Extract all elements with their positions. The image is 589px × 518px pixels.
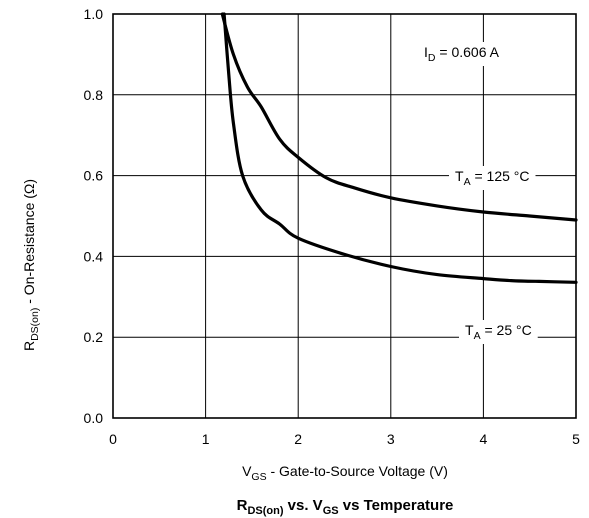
series-label-25c-background — [459, 320, 538, 344]
series-label-25c-text: TA = 25 °C — [465, 322, 532, 342]
annotation-sub: D — [428, 52, 436, 64]
x-axis-title-post: - Gate-to-Source Voltage (V) — [267, 463, 448, 479]
x-tick-label: 2 — [294, 431, 302, 447]
series-lines — [220, 12, 578, 284]
x-axis-title-pre: V — [242, 463, 252, 479]
series-label-25c-post: = 25 °C — [481, 322, 532, 338]
series-label-125c-pre: T — [455, 168, 464, 184]
series-label-25c-sub: A — [474, 330, 481, 342]
grid — [112, 13, 577, 419]
chart-title-sub1: DS(on) — [247, 505, 283, 517]
y-tick-label: 0.6 — [84, 168, 104, 184]
y-tick-label: 0.2 — [84, 329, 104, 345]
series-label-25c: TA = 25 °C — [459, 320, 538, 344]
series-line-25c — [222, 12, 578, 284]
y-axis-title-pre: R — [21, 341, 37, 351]
current-annotation: ID = 0.606 A — [420, 42, 504, 66]
y-tick-label: 0.0 — [84, 410, 104, 426]
chart-title-post: vs Temperature — [339, 497, 454, 514]
x-tick-labels: 0 1 2 3 4 5 — [109, 431, 580, 447]
y-tick-label: 0.8 — [84, 87, 104, 103]
y-tick-label: 0.4 — [84, 248, 104, 264]
series-label-125c-text: TA = 125 °C — [455, 168, 530, 188]
chart-title: RDS(on) vs. VGS vs Temperature — [237, 497, 454, 517]
annotation-pre: I — [424, 44, 428, 60]
x-tick-label: 5 — [572, 431, 580, 447]
y-axis-title-sub: DS(on) — [29, 308, 41, 341]
x-tick-label: 0 — [109, 431, 117, 447]
chart-title-pre: R — [237, 497, 248, 514]
annotation-post: = 0.606 A — [435, 44, 499, 60]
x-tick-label: 4 — [480, 431, 488, 447]
series-label-125c-sub: A — [464, 176, 471, 188]
series-label-125c-background — [449, 166, 536, 190]
y-tick-labels: 0.0 0.2 0.4 0.6 0.8 1.0 — [84, 6, 104, 426]
plot-frame — [112, 13, 577, 419]
x-tick-label: 1 — [202, 431, 210, 447]
series-label-125c-post: = 125 °C — [471, 168, 530, 184]
series-label-125c: TA = 125 °C — [449, 166, 536, 190]
series-label-25c-pre: T — [465, 322, 474, 338]
chart-title-mid: vs. V — [284, 497, 323, 514]
chart-title-sub2: GS — [323, 505, 339, 517]
x-axis-title-sub: GS — [251, 471, 266, 483]
x-axis-title: VGS - Gate-to-Source Voltage (V) — [242, 463, 448, 483]
annotation-text: ID = 0.606 A — [424, 44, 500, 64]
y-tick-label: 1.0 — [84, 6, 104, 22]
annotation-background — [420, 42, 504, 66]
series-line-125c — [220, 12, 578, 222]
y-axis-title-post: - On-Resistance (Ω) — [21, 179, 37, 308]
y-axis-title: RDS(on) - On-Resistance (Ω) — [21, 179, 41, 351]
x-tick-label: 3 — [387, 431, 395, 447]
